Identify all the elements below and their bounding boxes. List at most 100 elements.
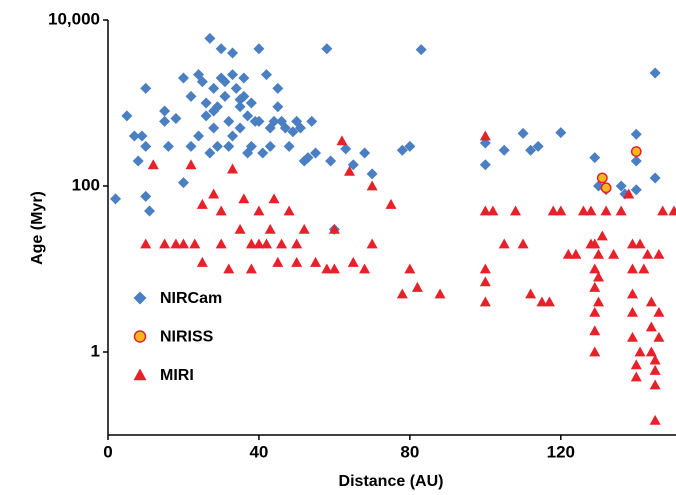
point	[479, 263, 491, 274]
point	[211, 101, 223, 113]
point	[276, 238, 288, 249]
point	[177, 238, 189, 249]
point	[626, 306, 638, 317]
point	[630, 146, 642, 157]
point	[310, 147, 322, 159]
point	[615, 205, 627, 216]
point	[283, 140, 295, 152]
point	[649, 172, 661, 184]
point	[204, 147, 216, 159]
point	[525, 288, 537, 299]
point	[649, 379, 661, 390]
point	[294, 122, 306, 134]
point	[321, 263, 333, 274]
point	[630, 359, 642, 370]
point	[227, 47, 239, 59]
point	[336, 135, 348, 146]
point	[234, 101, 246, 113]
point	[215, 205, 227, 216]
point	[510, 205, 522, 216]
point	[359, 147, 371, 159]
point	[144, 205, 156, 217]
point	[589, 238, 601, 249]
point	[593, 296, 605, 307]
point	[543, 296, 555, 307]
point	[177, 177, 189, 189]
point	[479, 276, 491, 287]
point	[170, 113, 182, 125]
point	[517, 238, 529, 249]
point	[626, 263, 638, 274]
legend-label: NIRISS	[160, 329, 214, 346]
point	[668, 205, 676, 216]
point	[253, 205, 265, 216]
point	[396, 288, 408, 299]
point	[593, 248, 605, 259]
point	[630, 155, 642, 167]
point	[396, 144, 408, 156]
point	[498, 144, 510, 156]
point	[208, 122, 220, 134]
point	[479, 205, 491, 216]
legend-marker	[133, 291, 147, 305]
point	[517, 127, 529, 139]
point	[208, 82, 220, 94]
point	[128, 130, 140, 142]
point	[159, 238, 171, 249]
point	[525, 144, 537, 156]
point	[653, 306, 665, 317]
y-tick-label: 1	[91, 341, 100, 360]
point	[328, 263, 340, 274]
point	[555, 127, 567, 139]
point	[185, 159, 197, 170]
point	[385, 198, 397, 209]
point	[634, 346, 646, 357]
point	[570, 248, 582, 259]
point	[589, 346, 601, 357]
point	[136, 130, 148, 142]
point	[657, 205, 669, 216]
point	[328, 223, 340, 234]
legend-marker	[133, 368, 147, 381]
point	[253, 238, 265, 249]
point	[585, 205, 597, 216]
legend-label: MIRI	[160, 367, 194, 384]
point	[596, 172, 608, 184]
point	[211, 140, 223, 152]
point	[132, 155, 144, 167]
point	[189, 238, 201, 249]
point	[630, 128, 642, 140]
y-axis-title: Age (Myr)	[29, 191, 46, 265]
point	[287, 126, 299, 138]
point	[306, 115, 318, 127]
point	[272, 101, 284, 113]
point	[642, 248, 654, 259]
point	[140, 82, 152, 94]
point	[177, 72, 189, 84]
point	[434, 288, 446, 299]
point	[264, 122, 276, 134]
point	[623, 188, 635, 199]
point	[264, 223, 276, 234]
point	[321, 43, 333, 55]
point	[219, 76, 231, 88]
point	[589, 263, 601, 274]
point	[185, 90, 197, 102]
point	[242, 110, 254, 122]
point	[196, 198, 208, 209]
point	[638, 263, 650, 274]
point	[411, 281, 423, 292]
point	[649, 67, 661, 79]
point	[547, 205, 559, 216]
point	[110, 193, 122, 205]
point	[234, 223, 246, 234]
point	[140, 190, 152, 202]
point	[479, 159, 491, 171]
point	[204, 32, 216, 44]
point	[532, 140, 544, 152]
point	[159, 105, 171, 117]
point	[291, 238, 303, 249]
point	[649, 414, 661, 425]
point	[366, 238, 378, 249]
